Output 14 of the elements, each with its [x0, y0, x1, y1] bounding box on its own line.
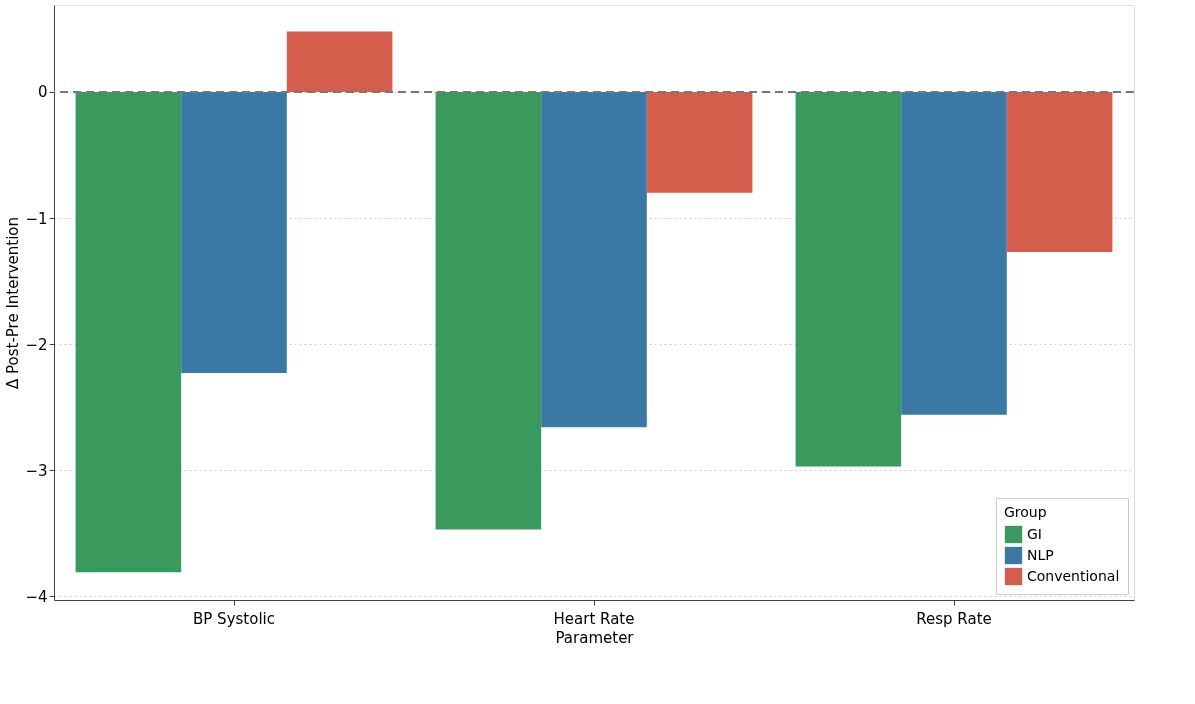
- legend-label: Conventional: [1027, 567, 1120, 584]
- x-tick-label: BP Systolic: [193, 609, 275, 628]
- y-tick-label: −1: [25, 209, 48, 228]
- x-axis-title: Parameter: [555, 628, 635, 647]
- legend-label: NLP: [1027, 546, 1054, 563]
- y-tick-label: −4: [25, 587, 48, 606]
- legend-label: GI: [1027, 525, 1042, 542]
- y-tick-label: −2: [25, 335, 48, 354]
- y-tick-label: 0: [37, 83, 48, 102]
- y-axis-title: Δ Post-Pre Intervention: [4, 217, 23, 389]
- x-tick-label: Heart Rate: [553, 609, 635, 628]
- y-tick-label: −3: [25, 461, 48, 480]
- legend-title: Group: [1004, 504, 1047, 520]
- x-tick-label: Resp Rate: [916, 609, 992, 628]
